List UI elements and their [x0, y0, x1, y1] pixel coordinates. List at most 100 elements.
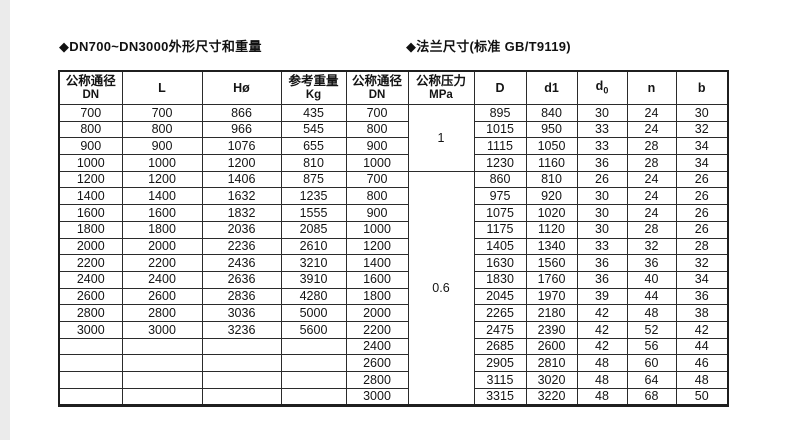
table-row: 2400 2685 2600 42 56 44 [58, 337, 729, 356]
table-cell: 700 [58, 104, 123, 122]
table-cell: 900 [345, 204, 409, 222]
table-row: 1000 1000 1200 810 1000 1230 1160 36 28 34 [58, 154, 729, 172]
table-cell: 26 [675, 187, 729, 206]
table-cell [280, 337, 347, 356]
col-header-reference-weight: 参考重量 Kg [280, 70, 347, 105]
flange-size-title: ◆法兰尺寸(标准 GB/T9119) [406, 39, 571, 54]
table-cell: 1340 [525, 237, 578, 256]
table-cell: 2600 [345, 354, 409, 372]
table-cell: 34 [675, 270, 729, 289]
table-cell: 3000 [121, 320, 203, 339]
table-cell: 1000 [345, 154, 409, 172]
table-cell: 3315 [473, 387, 527, 407]
table-cell [58, 337, 123, 356]
table-row: 800 800 966 545 800 1015 950 33 24 32 [58, 120, 729, 139]
table-cell: 800 [345, 187, 409, 206]
table-cell: 42 [576, 320, 628, 339]
table-cell: 1406 [201, 170, 282, 189]
table-cell: 1175 [473, 220, 527, 239]
table-cell: 1160 [525, 154, 578, 172]
table-cell: 2905 [473, 354, 527, 372]
table-cell: 920 [525, 187, 578, 206]
table-cell: 2436 [201, 254, 282, 272]
table-cell: 975 [473, 187, 527, 206]
table-cell: 2400 [345, 337, 409, 356]
table-cell [58, 387, 123, 407]
dimensions-weight-title: ◆DN700~DN3000外形尺寸和重量 [59, 39, 262, 54]
table-cell: 44 [626, 287, 677, 306]
table-cell: 2400 [121, 270, 203, 289]
table-cell [201, 387, 282, 407]
table-cell [58, 371, 123, 389]
table-cell: 1560 [525, 254, 578, 272]
table-cell: 24 [626, 170, 677, 189]
table-cell: 435 [280, 104, 347, 122]
table-cell: 2265 [473, 304, 527, 322]
table-cell: 28 [626, 220, 677, 239]
table-cell [280, 371, 347, 389]
table-cell: 3000 [345, 387, 409, 407]
table-cell: 30 [576, 204, 628, 222]
table-cell: 1800 [345, 287, 409, 306]
table-cell: 860 [473, 170, 527, 189]
table-cell: 2000 [345, 304, 409, 322]
table-cell: 30 [576, 187, 628, 206]
table-cell: 2180 [525, 304, 578, 322]
table-cell: 1800 [58, 220, 123, 239]
table-cell: 2600 [121, 287, 203, 306]
table-row: 1200 1200 1406 875 700 0.6 860 810 26 24 26 [58, 170, 729, 407]
table-cell: 1405 [473, 237, 527, 256]
table-cell: 2236 [201, 237, 282, 256]
table-row: 2800 2800 3036 5000 2000 2265 2180 42 48 38 [58, 304, 729, 322]
table-cell: 1400 [345, 254, 409, 272]
table-cell: 900 [345, 137, 409, 156]
table-cell: 2045 [473, 287, 527, 306]
page-left-gutter [0, 0, 10, 440]
table-cell: 700 [345, 170, 409, 189]
table-cell: 1832 [201, 204, 282, 222]
table-cell: 866 [201, 104, 282, 122]
table-cell: 1020 [525, 204, 578, 222]
col-header-L: L [121, 70, 203, 105]
table-cell: 2390 [525, 320, 578, 339]
table-cell: 2800 [121, 304, 203, 322]
table-cell: 30 [675, 104, 729, 122]
table-cell: 32 [626, 237, 677, 256]
table-cell: 4280 [280, 287, 347, 306]
table-cell: 60 [626, 354, 677, 372]
table-cell: 1120 [525, 220, 578, 239]
table-cell: 2000 [58, 237, 123, 256]
col-header-nominal-diameter-left: 公称通径 DN [58, 70, 123, 105]
table-row: 700 700 866 435 700 1 895 840 30 24 30 [58, 104, 729, 172]
table-cell: 1400 [58, 187, 123, 206]
table-row: 2200 2200 2436 3210 1400 1630 1560 36 36 32 [58, 254, 729, 272]
table-cell: 48 [576, 371, 628, 389]
table-cell: 800 [345, 120, 409, 139]
table-cell: 52 [626, 320, 677, 339]
table-cell: 32 [675, 120, 729, 139]
table-row: 3000 3000 3236 5600 2200 2475 2390 42 52 42 [58, 320, 729, 339]
spec-table-head: 公称通径 DN L Hø 参考重量 Kg 公称通径 DN 公 [58, 70, 729, 105]
table-cell: 2200 [345, 320, 409, 339]
table-cell: 32 [675, 254, 729, 272]
table-cell: 50 [675, 387, 729, 407]
table-cell: 2036 [201, 220, 282, 239]
table-cell: 875 [280, 170, 347, 189]
table-cell: 655 [280, 137, 347, 156]
col-header-b: b [675, 70, 729, 105]
table-cell [280, 354, 347, 372]
table-cell: 1075 [473, 204, 527, 222]
table-cell: 3020 [525, 371, 578, 389]
table-cell: 700 [121, 104, 203, 122]
table-row: 1400 1400 1632 1235 800 975 920 30 24 26 [58, 187, 729, 206]
table-cell: 42 [576, 304, 628, 322]
table-cell: 1235 [280, 187, 347, 206]
spec-table: 公称通径 DN L Hø 参考重量 Kg 公称通径 DN 公 [58, 70, 729, 408]
table-row: 2800 3115 3020 48 64 48 [58, 371, 729, 389]
table-cell: 545 [280, 120, 347, 139]
table-cell: 810 [280, 154, 347, 172]
table-cell [121, 337, 203, 356]
table-cell: 1200 [345, 237, 409, 256]
table-cell: 1632 [201, 187, 282, 206]
